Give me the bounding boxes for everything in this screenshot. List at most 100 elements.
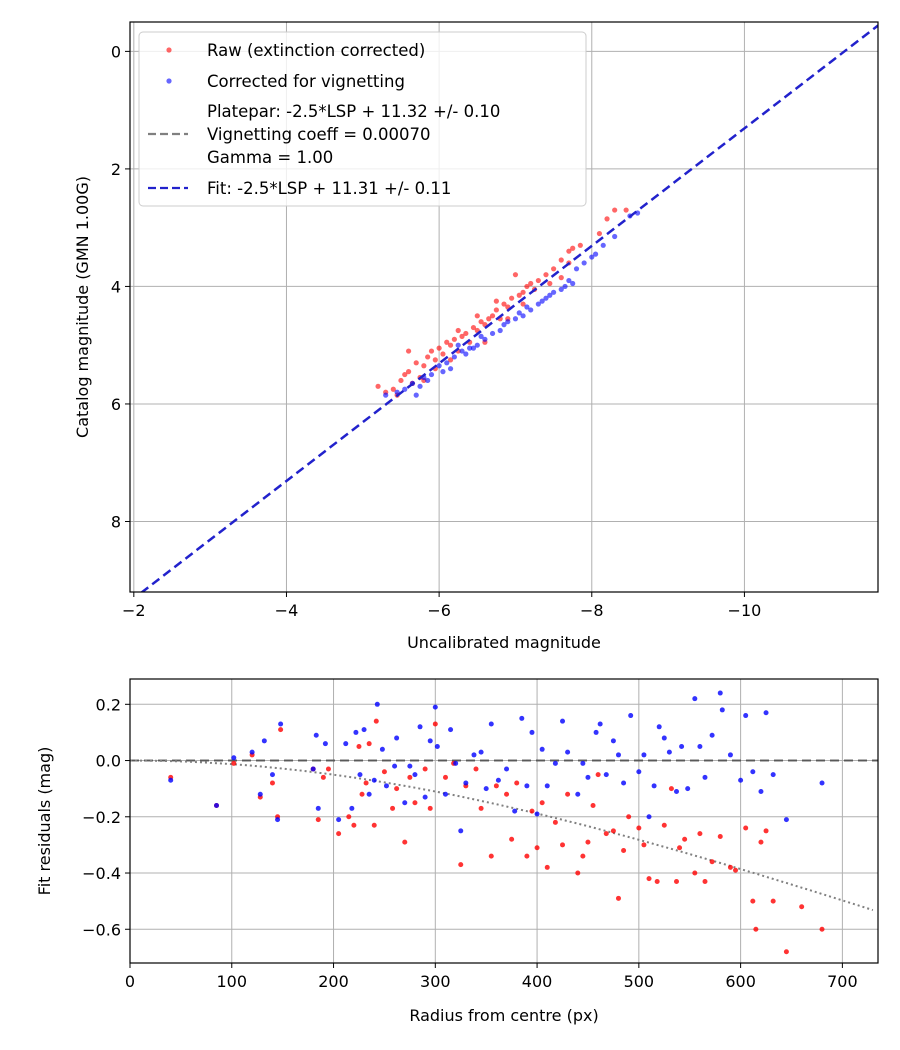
- raw-point: [413, 360, 419, 366]
- corrected-point: [651, 783, 657, 789]
- raw-point: [770, 898, 776, 904]
- raw-point: [412, 800, 418, 806]
- legend-label-vignetting: Vignetting coeff = 0.00070: [207, 125, 431, 144]
- corrected-point: [448, 727, 454, 733]
- bottom-chart: 0 100 200 300 400 500 600 700 0.2 0.0 −0.2 −0.4 −0.6…: [35, 678, 879, 1025]
- raw-point: [373, 718, 379, 724]
- y-tick-label: 0.0: [96, 752, 121, 771]
- corrected-point: [628, 713, 634, 719]
- corrected-point: [551, 289, 557, 295]
- corrected-point: [560, 718, 566, 724]
- raw-point: [405, 369, 412, 375]
- raw-point: [539, 800, 545, 806]
- y-tick-label: −0.4: [82, 864, 121, 883]
- raw-point: [799, 904, 805, 910]
- corrected-point: [482, 336, 488, 342]
- raw-point: [575, 870, 581, 876]
- corrected-point: [336, 817, 342, 823]
- raw-point: [697, 831, 703, 837]
- corrected-point: [528, 307, 534, 313]
- corrected-point: [447, 366, 454, 372]
- corrected-point: [589, 254, 595, 260]
- raw-point: [493, 307, 499, 313]
- corrected-point: [214, 803, 220, 809]
- raw-point: [440, 351, 446, 357]
- legend-label-raw: Raw (extinction corrected): [207, 41, 425, 60]
- corrected-point: [585, 774, 591, 780]
- corrected-point: [467, 345, 473, 351]
- x-tick-label: 500: [624, 972, 655, 991]
- raw-point: [390, 805, 396, 811]
- raw-point: [603, 831, 609, 837]
- corrected-point: [679, 743, 685, 749]
- corrected-point: [709, 732, 715, 738]
- corrected-point: [275, 817, 281, 823]
- y-tick-label: −0.6: [82, 920, 121, 939]
- raw-point: [753, 926, 759, 932]
- corrected-point: [562, 283, 568, 290]
- corrected-point: [361, 727, 367, 733]
- raw-point: [425, 354, 431, 360]
- raw-point: [432, 721, 438, 727]
- raw-point: [381, 769, 387, 775]
- corrected-point: [738, 777, 744, 783]
- raw-point: [558, 275, 564, 281]
- raw-point: [489, 313, 496, 319]
- raw-point: [504, 791, 510, 797]
- raw-point: [558, 257, 564, 263]
- raw-point: [529, 808, 535, 814]
- legend-label-fit: Fit: -2.5*LSP + 11.31 +/- 0.11: [207, 179, 451, 198]
- raw-point: [501, 301, 507, 307]
- corrected-point: [402, 800, 408, 806]
- x-tick-label: 600: [725, 972, 756, 991]
- raw-point: [231, 760, 237, 766]
- raw-point: [535, 277, 541, 284]
- corrected-point: [478, 333, 484, 339]
- corrected-point: [570, 280, 576, 287]
- raw-point: [315, 817, 321, 823]
- corrected-point: [819, 780, 825, 786]
- corrected-point: [371, 777, 377, 783]
- raw-point: [346, 814, 352, 820]
- raw-point: [459, 333, 465, 339]
- raw-point: [623, 207, 629, 213]
- corrected-point: [453, 760, 459, 766]
- corrected-point: [412, 772, 418, 778]
- corrected-point: [505, 319, 511, 325]
- raw-point: [702, 878, 708, 884]
- corrected-point: [434, 743, 440, 749]
- corrected-point: [357, 772, 363, 778]
- corrected-point: [394, 735, 400, 741]
- raw-point: [743, 825, 749, 831]
- raw-point: [621, 848, 627, 854]
- corrected-point: [719, 707, 725, 713]
- legend-marker-raw: [166, 47, 172, 53]
- corrected-point: [353, 729, 359, 735]
- raw-point: [520, 301, 526, 307]
- corrected-point: [539, 298, 545, 304]
- corrected-point: [463, 351, 469, 357]
- corrected-point: [310, 766, 316, 772]
- corrected-point: [489, 330, 496, 337]
- raw-point: [512, 272, 519, 278]
- raw-point: [486, 316, 492, 322]
- raw-point: [390, 386, 396, 392]
- corrected-point: [621, 780, 627, 786]
- raw-point: [405, 348, 412, 354]
- corrected-point: [544, 783, 550, 789]
- corrected-point: [315, 805, 321, 811]
- raw-point: [478, 319, 484, 325]
- raw-point: [366, 741, 372, 747]
- raw-point: [590, 803, 596, 809]
- corrected-point: [269, 772, 275, 778]
- raw-point: [336, 831, 342, 837]
- x-tick-label: 400: [522, 972, 553, 991]
- raw-point: [474, 313, 480, 319]
- x-tick-label: −4: [275, 601, 299, 620]
- raw-point: [488, 853, 494, 859]
- x-tick-label: 300: [420, 972, 451, 991]
- top-ylabel: Catalog magnitude (GMN 1.00G): [73, 176, 92, 438]
- raw-point: [509, 836, 515, 842]
- corrected-point: [495, 777, 501, 783]
